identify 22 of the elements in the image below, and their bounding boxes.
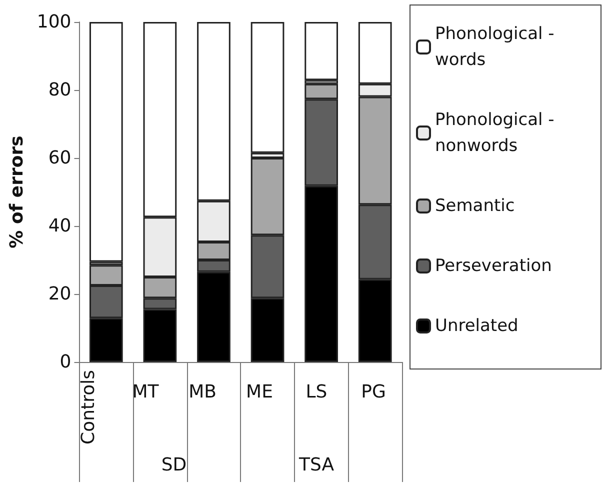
bar [89, 22, 123, 262]
x-tick-label: MB [188, 382, 216, 402]
text: SD [161, 454, 187, 476]
y-tick-label: 20 [48, 284, 72, 304]
x-tick-label: LS [306, 382, 328, 402]
x-tick-label: PG [361, 382, 386, 402]
legend-label: Unrelated [435, 316, 518, 336]
y-tick-label: 40 [48, 216, 72, 236]
legend-label: Semantic [435, 196, 515, 216]
bar [304, 22, 338, 80]
x-tick-label: Controls [78, 370, 99, 444]
y-axis-title: % of errors [6, 136, 28, 248]
legend-label: Perseveration [435, 256, 552, 276]
legend-label: Phonological - words [435, 24, 560, 70]
y-tick-label: 80 [48, 80, 72, 100]
y-tick-label: 60 [48, 148, 72, 168]
y-tick-label: 100 [36, 12, 72, 32]
legend-label: Phonological - nonwords [435, 110, 560, 156]
text: TSA [298, 454, 335, 476]
x-tick-label: ME [246, 382, 273, 402]
x-tick-label: MT [132, 382, 160, 402]
y-tick-label: 0 [60, 352, 72, 372]
